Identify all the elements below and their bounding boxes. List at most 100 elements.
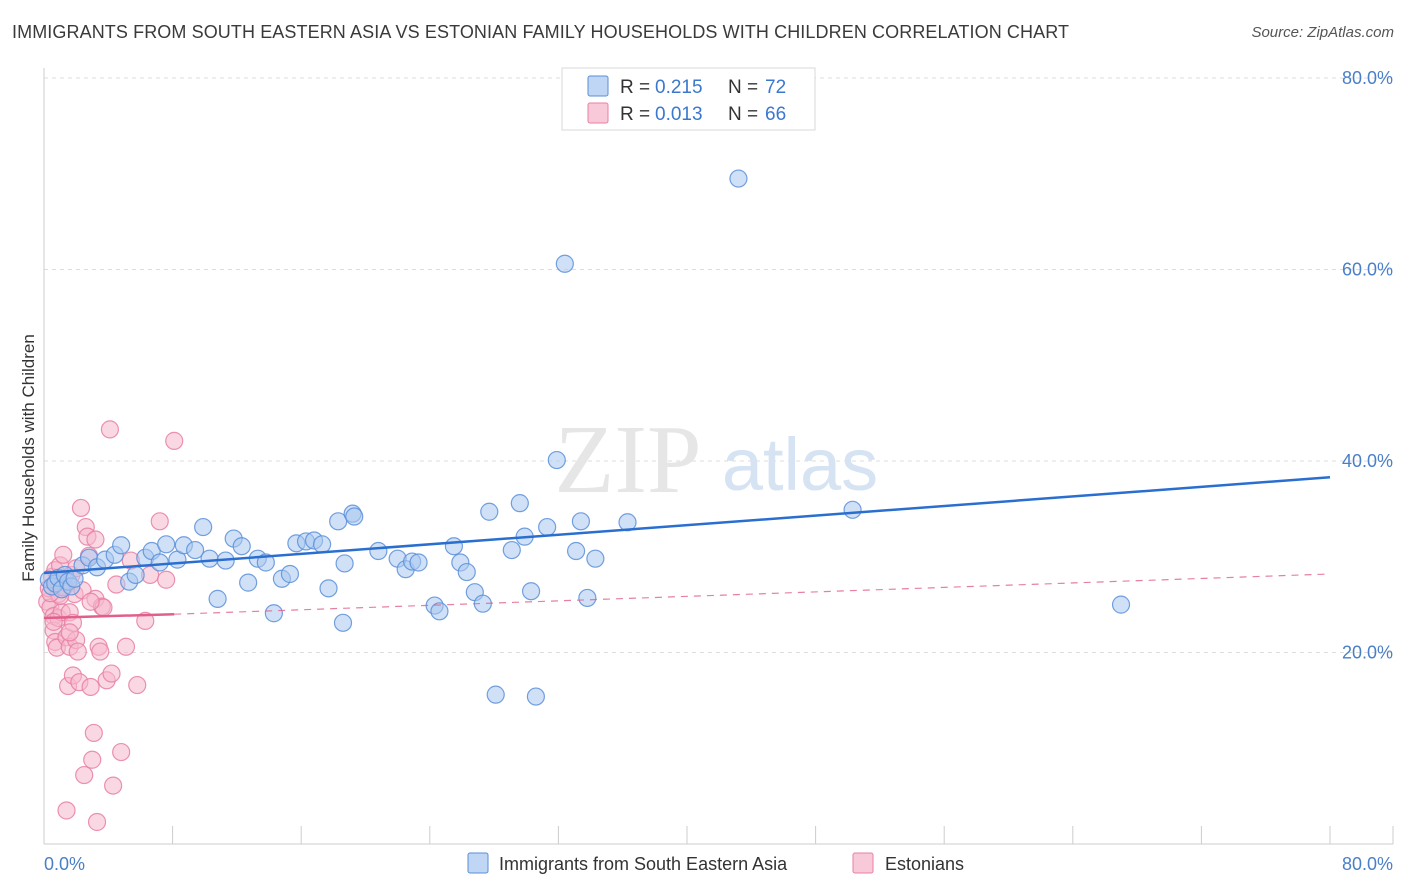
sea-point-52 — [430, 602, 449, 621]
estonians-point-62 — [86, 530, 105, 549]
estonians-point-26 — [68, 642, 87, 661]
estonians-point-54 — [150, 512, 169, 531]
sea-point-25 — [200, 549, 219, 568]
estonians-point-48 — [112, 742, 131, 762]
sea-point-46 — [369, 541, 388, 561]
bottom-legend-label-blue: Immigrants from South Eastern Asia — [499, 854, 788, 874]
x-tick-label-max: 80.0% — [1342, 854, 1393, 874]
y-tick-label-80: 80.0% — [1342, 68, 1393, 88]
sea-point-70 — [578, 588, 597, 608]
estonians-point-61 — [60, 623, 79, 642]
estonians-point-30 — [75, 765, 94, 785]
x-tick-label-min: 0.0% — [44, 854, 85, 874]
bottom-legend-swatch-blue — [467, 852, 489, 874]
estonians-point-52 — [136, 611, 155, 631]
sea-point-40 — [319, 579, 338, 598]
legend-r-label-blue: R = — [620, 77, 650, 98]
sea-point-19 — [150, 553, 169, 572]
sea-point-26 — [208, 589, 227, 608]
sea-point-61 — [510, 494, 529, 513]
sea-point-14 — [112, 536, 131, 555]
sea-point-30 — [239, 573, 258, 592]
legend-r-label-pink: R = — [620, 104, 650, 125]
estonians-trend-line — [43, 612, 175, 620]
sea-trend-line — [43, 476, 1331, 575]
sea-point-33 — [264, 604, 283, 623]
y-axis-title: Family Households with Children — [19, 334, 38, 582]
y-tick-label-20: 20.0% — [1342, 643, 1393, 663]
sea-point-63 — [521, 582, 541, 601]
sea-point-32 — [256, 553, 275, 572]
estonians-point-44 — [100, 420, 120, 439]
sea-point-44 — [335, 554, 354, 573]
sea-point-65 — [538, 517, 557, 537]
sea-point-55 — [457, 562, 476, 582]
estonians-point-35 — [83, 750, 102, 769]
trend-lines — [43, 476, 1331, 620]
watermark: ZIP atlas — [555, 406, 879, 514]
estonians-point-65 — [44, 612, 63, 631]
legend-swatch-pink — [587, 102, 609, 124]
grid-lines — [44, 77, 1393, 653]
estonians-point-45 — [102, 664, 121, 683]
sea-point-50 — [409, 553, 428, 572]
sea-point-66 — [547, 450, 566, 470]
axes — [43, 68, 1394, 845]
legend-r-value-blue: 0.215 — [655, 77, 703, 98]
estonians-point-40 — [91, 642, 110, 661]
estonians-points — [38, 420, 184, 832]
legend-n-label-blue: N = — [728, 77, 758, 98]
sea-point-39 — [312, 535, 332, 554]
sea-point-69 — [571, 512, 591, 531]
sea-point-67 — [555, 254, 574, 273]
sea-point-75 — [1111, 595, 1131, 614]
y-tick-label-40: 40.0% — [1342, 451, 1393, 471]
sea-point-45 — [345, 507, 364, 526]
estonians-point-17 — [57, 801, 76, 820]
watermark-zip: ZIP — [555, 406, 702, 514]
sea-point-16 — [126, 565, 145, 585]
sea-point-59 — [486, 685, 505, 704]
estonians-point-34 — [81, 677, 100, 697]
estonians-trend-extension — [174, 573, 1331, 615]
sea-point-73 — [729, 169, 748, 188]
sea-point-35 — [280, 564, 300, 584]
sea-point-71 — [586, 549, 605, 568]
estonians-point-46 — [104, 776, 123, 795]
sea-point-60 — [502, 540, 521, 560]
sea-point-74 — [843, 500, 862, 519]
sea-point-20 — [157, 535, 176, 554]
chart-title: IMMIGRANTS FROM SOUTH EASTERN ASIA VS ES… — [12, 22, 1070, 42]
estonians-point-36 — [84, 723, 103, 743]
bottom-legend-label-pink: Estonians — [885, 854, 964, 874]
estonians-point-56 — [165, 431, 184, 450]
estonians-point-38 — [87, 812, 107, 832]
legend: R = 0.215 N = 72 R = 0.013 N = 66 — [561, 67, 816, 131]
estonians-point-49 — [116, 637, 136, 656]
legend-n-value-blue: 72 — [765, 77, 786, 98]
estonians-point-63 — [81, 592, 100, 611]
legend-swatch-blue — [587, 75, 609, 97]
estonians-point-55 — [157, 570, 176, 589]
sea-point-24 — [194, 517, 213, 537]
bottom-legend-swatch-pink — [852, 852, 874, 874]
legend-r-value-pink: 0.013 — [655, 104, 703, 125]
estonians-point-51 — [128, 675, 147, 695]
estonians-point-14 — [54, 545, 73, 564]
watermark-atlas: atlas — [722, 423, 878, 506]
sea-point-23 — [186, 540, 205, 560]
sea-point-68 — [566, 541, 586, 561]
legend-n-value-pink: 66 — [765, 104, 786, 125]
source-label: Source: ZipAtlas.com — [1251, 24, 1394, 41]
bottom-legend: Immigrants from South Eastern Asia Eston… — [467, 852, 964, 874]
axis-labels: 0.0% 80.0% Family Households with Childr… — [19, 68, 1393, 874]
sea-point-29 — [232, 537, 251, 556]
sea-point-58 — [480, 502, 499, 521]
estonians-point-28 — [71, 498, 91, 518]
legend-n-label-pink: N = — [728, 104, 758, 125]
sea-point-43 — [333, 613, 353, 632]
sea-point-64 — [526, 687, 545, 706]
sea-point-53 — [444, 537, 464, 556]
y-tick-label-60: 60.0% — [1342, 260, 1393, 280]
